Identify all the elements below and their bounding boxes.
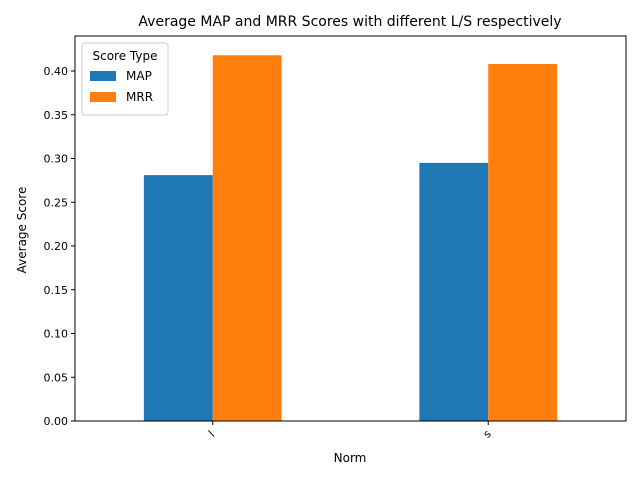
legend-label-mrr: MRR [126, 90, 153, 104]
y-tick-label: 0.05 [44, 371, 69, 384]
y-tick-label: 0.00 [44, 415, 69, 428]
y-tick-label: 0.30 [44, 153, 69, 166]
axes-frame [74, 35, 627, 422]
legend: Score Type MAP MRR [81, 42, 169, 116]
legend-label-map: MAP [126, 69, 152, 83]
y-axis-label: Average Score [15, 187, 29, 274]
chart-title: Average MAP and MRR Scores with differen… [138, 14, 561, 30]
plot-area: l s 0.00 0.05 0.10 0.15 0.20 0.25 0.30 0.35 0.40 [44, 35, 627, 441]
legend-title: Score Type [93, 49, 158, 63]
bar-mrr-s [488, 64, 558, 421]
bar-map-s [419, 162, 489, 421]
y-tick-label: 0.10 [44, 328, 69, 341]
x-tick-label: s [481, 427, 494, 440]
y-tick-label: 0.20 [44, 240, 69, 253]
bar-mrr-l [212, 55, 282, 421]
y-tick-label: 0.35 [44, 109, 69, 122]
y-tick-label: 0.25 [44, 196, 69, 209]
legend-swatch-mrr [90, 92, 116, 102]
y-tick-label: 0.15 [44, 284, 69, 297]
bar-map-l [143, 175, 213, 421]
x-tick-label: l [206, 428, 217, 439]
x-axis-label: Norm [334, 451, 367, 465]
legend-swatch-map [90, 71, 116, 81]
y-tick-label: 0.40 [44, 65, 69, 78]
